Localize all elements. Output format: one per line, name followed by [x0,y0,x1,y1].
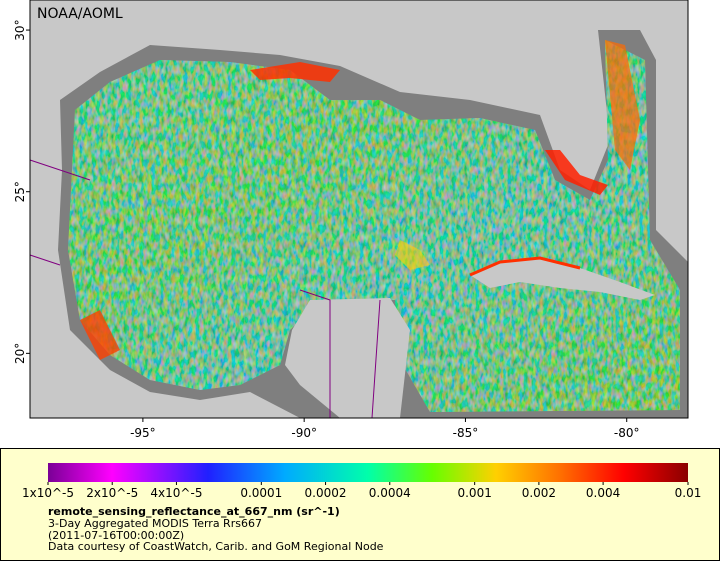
colorbar-tick-label: 4x10^-5 [150,486,202,500]
y-tick-label: 25° [13,181,27,202]
colorbar-tick-label: 0.0002 [305,486,347,500]
coastal-high-values [469,256,581,277]
colorbar-tick-label: 0.0001 [240,486,282,500]
coastal-high-values [250,62,340,82]
mid-values [395,240,430,270]
coastal-high-values [605,40,640,170]
axes: -95° -90° -85° -80° 20° 25° 30° [13,19,640,440]
variable-name: remote_sensing_reflectance_at_667_nm (sr… [48,505,340,518]
colorbar-tick-label: 0.002 [522,486,556,500]
colorbar [48,463,688,482]
colorbar-tick-label: 0.0004 [369,486,411,500]
colorbar-tick-label: 1x10^-5 [22,486,74,500]
border-line [29,159,381,419]
x-tick-label: -80° [614,426,640,440]
y-tick-label: 30° [13,19,27,40]
legend-line: Data courtesy of CoastWatch, Carib. and … [48,540,384,553]
colorbar-tick-label: 2x10^-5 [86,486,138,500]
reflectance-field [68,40,680,412]
legend-line: (2011-07-16T00:00:00Z) [48,529,184,542]
x-tick-label: -95° [130,426,156,440]
watermark: NOAA/AOML [37,6,123,22]
coastal-high-values [545,150,608,195]
colorbar-ticks: 1x10^-5 2x10^-5 4x10^-5 0.0001 0.0002 0.0004 0… [22,482,701,500]
map-frame [29,0,689,419]
colorbar-tick-label: 0.001 [457,486,491,500]
yucatan-land [285,298,410,418]
x-tick-label: -85° [453,426,479,440]
x-tick-label: -90° [291,426,317,440]
legend-line: 3-Day Aggregated MODIS Terra Rrs667 [48,517,262,530]
map-area: NOAA/AOML [29,0,689,419]
y-tick-label: 20° [13,343,27,364]
colorbar-tick-label: 0.004 [586,486,620,500]
coastal-high-values [80,310,120,360]
colorbar-tick-label: 0.01 [675,486,702,500]
cuba-land [470,258,655,300]
